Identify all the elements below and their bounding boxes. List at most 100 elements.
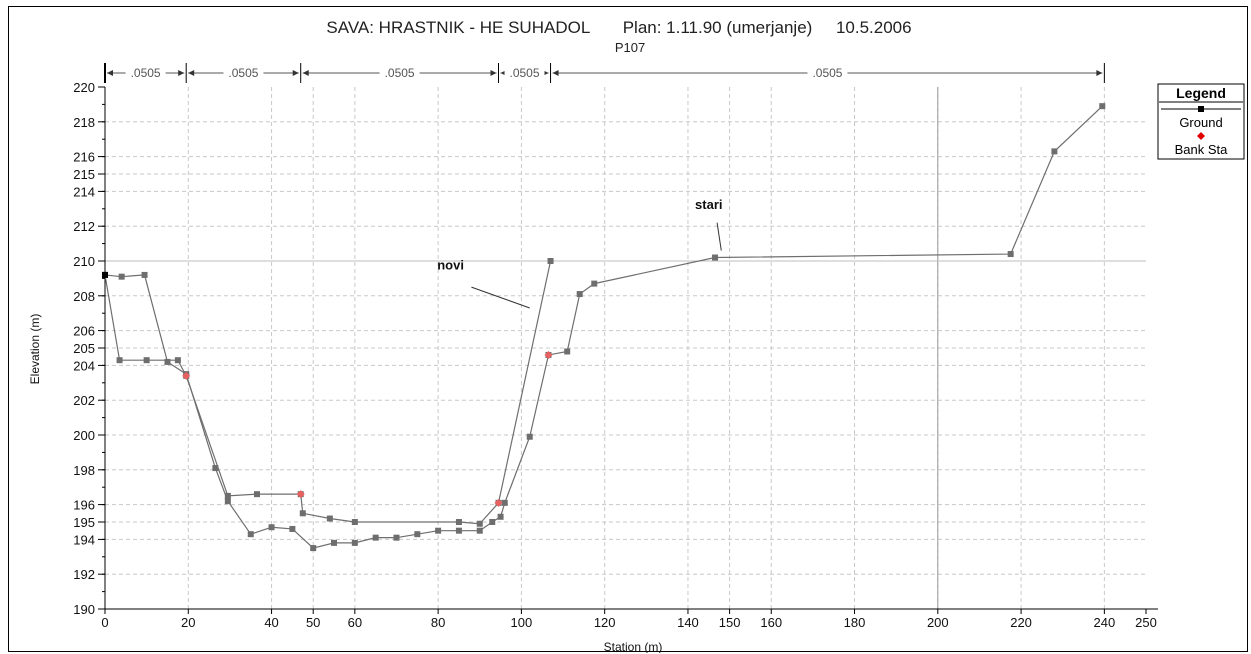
x-tick-label: 200 <box>927 615 949 630</box>
y-tick-label: 215 <box>73 167 95 182</box>
n-arrow-right <box>178 70 185 76</box>
y-tick-label: 205 <box>73 341 95 356</box>
x-tick-label: 50 <box>306 615 320 630</box>
ground-point <box>576 291 583 298</box>
legend: Legend Ground Bank Sta <box>1157 83 1245 160</box>
y-tick-label: 192 <box>73 567 95 582</box>
ground-point <box>310 545 317 552</box>
n-label-bg <box>125 65 166 80</box>
ground-point <box>102 271 108 278</box>
chart-title: SAVA: HRASTNIK - HE SUHADOL Plan: 1.11.9… <box>326 18 911 37</box>
y-tick-label: 210 <box>73 254 95 269</box>
ground-point <box>455 519 462 525</box>
ground-point <box>455 527 462 534</box>
y-tick-label: 220 <box>73 80 95 95</box>
x-tick-label: 40 <box>264 615 278 630</box>
n-arrow-left <box>302 70 309 76</box>
x-tick-label: 220 <box>1010 615 1032 630</box>
n-label-bg <box>504 65 545 80</box>
n-arrow-right <box>490 70 497 76</box>
bank-station-point <box>544 350 553 359</box>
y-tick-label: 214 <box>73 184 95 199</box>
ground-point <box>712 254 719 261</box>
ground-point <box>435 527 442 534</box>
x-tick-label: 60 <box>348 615 362 630</box>
n-label-bg <box>807 65 848 80</box>
ground-point <box>526 433 533 440</box>
y-tick-label: 198 <box>73 463 95 478</box>
ground-point <box>247 531 254 538</box>
y-tick-label: 206 <box>73 324 95 339</box>
ground-point <box>1007 251 1014 258</box>
chart-frame: SAVA: HRASTNIK - HE SUHADOL Plan: 1.11.9… <box>8 6 1248 653</box>
y-tick-label: 216 <box>73 150 95 165</box>
chart: SAVA: HRASTNIK - HE SUHADOL Plan: 1.11.9… <box>28 18 1245 653</box>
n-label-bg <box>223 65 264 80</box>
ground-point <box>299 510 306 517</box>
annotation-leader <box>471 286 530 309</box>
x-tick-label: 150 <box>719 615 741 630</box>
n-value-label: .0505 <box>385 66 415 80</box>
ground-point <box>268 524 275 531</box>
bank-station-point <box>494 498 503 507</box>
n-arrow-left <box>188 70 195 76</box>
ground-point <box>224 498 231 505</box>
n-arrow-right <box>1096 70 1103 76</box>
x-tick-label: 0 <box>101 615 108 630</box>
n-value-label: .0505 <box>812 66 842 80</box>
ground-point <box>116 357 123 364</box>
ground-line-stari <box>104 105 1103 549</box>
ground-point <box>547 258 554 264</box>
legend-box <box>1157 83 1245 160</box>
ground-point <box>253 491 260 498</box>
ground-point <box>289 525 296 532</box>
ground-point <box>164 358 171 365</box>
n-label-bg <box>379 65 420 80</box>
annotation-label: stari <box>695 197 722 212</box>
y-tick-label: 208 <box>73 289 95 304</box>
x-tick-label: 160 <box>760 615 782 630</box>
x-tick-label: 140 <box>677 615 699 630</box>
bank-station-point <box>182 371 191 380</box>
legend-bank-marker <box>1197 132 1205 140</box>
annotation-label: novi <box>437 258 464 273</box>
x-tick-label: 80 <box>431 615 445 630</box>
annotation-leader <box>716 222 722 251</box>
x-tick-label: 250 <box>1135 615 1157 630</box>
ground-point <box>141 271 148 278</box>
y-tick-label: 190 <box>73 602 95 617</box>
y-axis-label: Elevation (m) <box>28 314 42 385</box>
ground-point <box>351 519 358 525</box>
ground-point <box>591 280 598 287</box>
ground-point <box>564 348 571 355</box>
ground-line-novi <box>104 260 552 525</box>
y-tick-label: 194 <box>73 532 95 547</box>
n-value-label: .0505 <box>131 66 161 80</box>
x-axis-label: Station (m) <box>604 640 663 653</box>
x-tick-label: 120 <box>594 615 616 630</box>
annotations: novi stari <box>437 197 723 309</box>
ground-point <box>351 539 358 546</box>
ground-point <box>476 527 483 534</box>
ground-point <box>331 539 338 546</box>
chart-subtitle: P107 <box>615 40 645 55</box>
n-value-label: .0505 <box>228 66 258 80</box>
x-tick-label: 100 <box>511 615 533 630</box>
legend-bank-label: Bank Sta <box>1175 142 1229 157</box>
ground-point <box>1051 148 1058 155</box>
legend-ground-label: Ground <box>1179 115 1222 130</box>
ground-point <box>224 492 231 499</box>
x-tick-label: 240 <box>1094 615 1116 630</box>
ground-point <box>489 519 496 525</box>
n-arrow-right <box>292 70 299 76</box>
ground-point <box>393 534 400 541</box>
grid <box>105 87 1146 609</box>
series-group <box>102 103 1106 552</box>
y-tick-label: 195 <box>73 515 95 530</box>
y-tick-label: 218 <box>73 115 95 130</box>
n-value-label: .0505 <box>510 66 540 80</box>
y-tick-label: 202 <box>73 393 95 408</box>
legend-ground-marker <box>1198 106 1204 112</box>
n-arrow-left <box>107 70 113 76</box>
ground-point <box>326 515 333 522</box>
